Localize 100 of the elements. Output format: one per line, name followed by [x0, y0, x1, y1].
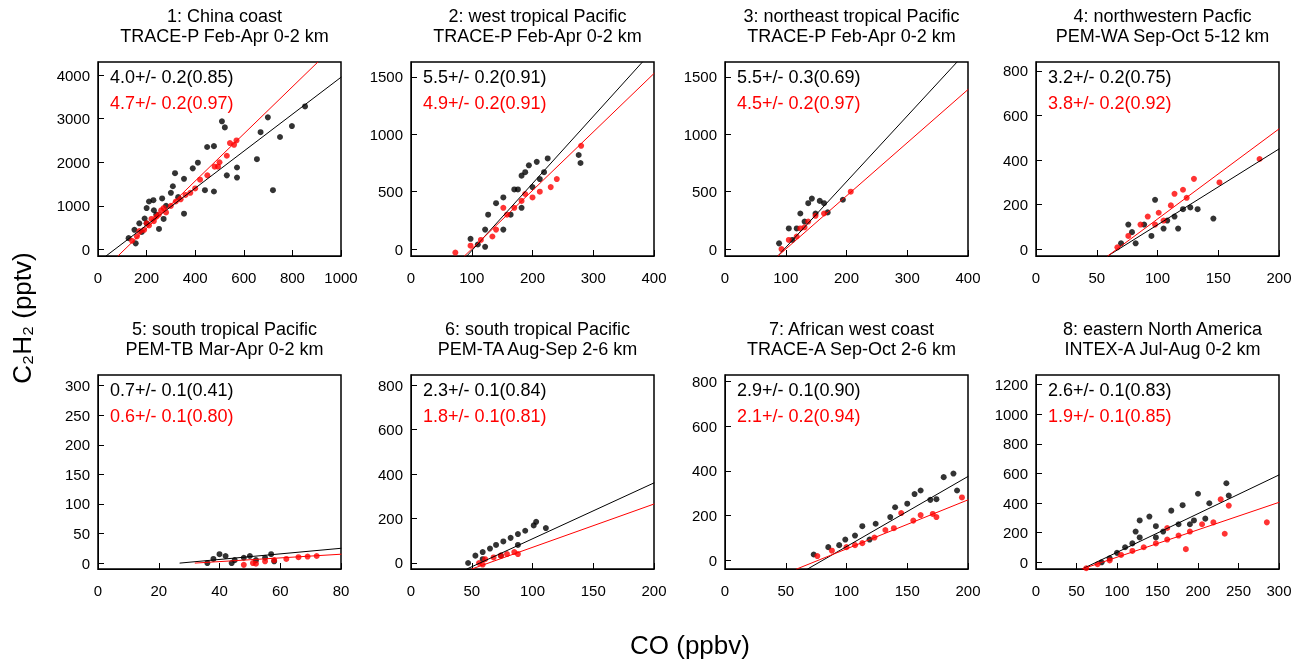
x-tick-label: 150	[894, 582, 920, 599]
chart-title: 4: northwestern Pacfic	[1073, 6, 1252, 26]
chart-subtitle: TRACE-P Feb-Apr 0-2 km	[433, 26, 642, 46]
y-tick-label: 800	[377, 376, 403, 394]
y-tick-label: 200	[64, 436, 90, 454]
y-tick-label: 600	[1002, 107, 1028, 125]
y-tick-label: 1000	[369, 125, 403, 143]
x-tick-label: 250	[1225, 582, 1252, 599]
chart-subtitle: TRACE-P Feb-Apr 0-2 km	[120, 26, 329, 46]
y-tick-label: 3000	[56, 110, 90, 128]
y-tick-label: 250	[64, 406, 90, 424]
y-tick-label: 200	[691, 506, 717, 524]
y-tick-label: 1500	[369, 68, 403, 86]
y-tick-label: 2000	[56, 153, 90, 171]
x-tick-label: 200	[641, 582, 667, 599]
y-tick-label: 0	[394, 240, 403, 258]
chart-subtitle: PEM-TB Mar-Apr 0-2 km	[125, 339, 324, 359]
x-tick-label: 50	[777, 582, 795, 599]
y-tick-label: 600	[1002, 464, 1028, 482]
x-tick-label: 0	[93, 269, 103, 286]
y-tick-label: 0	[1019, 553, 1028, 571]
x-tick-label: 0	[406, 269, 416, 286]
annotation: 3.8+/- 0.2(0.92)	[1048, 93, 1172, 113]
y-tick-label: 1000	[994, 405, 1028, 423]
x-tick-label: 1000	[324, 269, 358, 286]
y-tick-label: 100	[64, 495, 90, 513]
y-tick-label: 400	[1002, 151, 1028, 169]
chart-subtitle: INTEX-A Jul-Aug 0-2 km	[1064, 339, 1261, 359]
x-tick-label: 0	[93, 582, 103, 599]
x-tick-label: 40	[211, 582, 228, 599]
chart-subtitle: PEM-WA Sep-Oct 5-12 km	[1055, 26, 1270, 46]
x-tick-label: 300	[894, 269, 920, 286]
annotation: 1.8+/- 0.1(0.81)	[423, 406, 547, 426]
x-tick-label: 800	[279, 269, 305, 286]
y-tick-label: 200	[1002, 196, 1028, 214]
x-tick-label: 0	[406, 582, 416, 599]
y-tick-label: 500	[691, 183, 717, 201]
x-tick-label: 0	[1031, 582, 1041, 599]
annotation: 2.9+/- 0.1(0.90)	[737, 380, 861, 400]
y-tick-label: 600	[691, 417, 717, 435]
x-tick-label: 0	[1031, 269, 1041, 286]
x-tick-label: 300	[580, 269, 606, 286]
y-tick-label: 1000	[56, 197, 90, 215]
y-tick-label: 200	[1002, 524, 1028, 542]
x-tick-label: 300	[1266, 582, 1292, 599]
chart-title: 2: west tropical Pacific	[448, 6, 627, 26]
chart-subtitle: TRACE-A Sep-Oct 2-6 km	[746, 339, 957, 359]
y-tick-label: 1500	[683, 68, 717, 86]
y-tick-label: 400	[377, 465, 403, 483]
x-tick-label: 80	[332, 582, 350, 599]
y-tick-label: 0	[81, 240, 90, 258]
chart-title: 1: China coast	[166, 6, 283, 26]
y-tick-label: 0	[81, 554, 90, 572]
y-tick-label: 50	[73, 525, 90, 543]
annotation: 2.1+/- 0.2(0.94)	[737, 406, 861, 426]
x-tick-label: 50	[463, 582, 481, 599]
y-tick-label: 300	[64, 377, 90, 395]
annotation: 4.0+/- 0.2(0.85)	[110, 67, 234, 87]
x-tick-label: 400	[955, 269, 981, 286]
x-tick-label: 0	[720, 582, 730, 599]
y-tick-label: 400	[1002, 494, 1028, 512]
x-tick-label: 150	[1205, 269, 1231, 286]
x-tick-label: 200	[955, 582, 981, 599]
x-tick-label: 50	[1088, 269, 1106, 286]
x-tick-label: 100	[1144, 269, 1171, 286]
x-tick-label: 100	[833, 582, 860, 599]
y-tick-label: 1000	[683, 125, 717, 143]
x-tick-label: 600	[231, 269, 257, 286]
x-tick-label: 20	[150, 582, 168, 599]
annotation: 5.5+/- 0.2(0.91)	[423, 67, 547, 87]
y-tick-label: 800	[1002, 62, 1028, 80]
y-tick-label: 1200	[994, 376, 1028, 394]
x-tick-label: 200	[1185, 582, 1211, 599]
x-tick-label: 400	[182, 269, 208, 286]
annotation: 1.9+/- 0.1(0.85)	[1048, 406, 1172, 426]
annotation: 4.5+/- 0.2(0.97)	[737, 93, 861, 113]
x-tick-label: 200	[134, 269, 160, 286]
chart-title: 7: African west coast	[768, 319, 935, 339]
x-tick-label: 50	[1068, 582, 1085, 599]
y-tick-label: 600	[377, 421, 403, 439]
annotation: 5.5+/- 0.3(0.69)	[737, 67, 861, 87]
y-tick-label: 800	[1002, 435, 1028, 453]
y-tick-label: 150	[64, 465, 90, 483]
chart-title: 3: northeast tropical Pacific	[743, 6, 960, 26]
x-tick-label: 60	[271, 582, 289, 599]
y-tick-label: 0	[708, 551, 717, 569]
x-tick-label: 400	[641, 269, 667, 286]
y-tick-label: 0	[708, 240, 717, 258]
y-tick-label: 200	[377, 510, 403, 527]
x-tick-label: 0	[720, 269, 730, 286]
x-tick-label: 150	[1144, 582, 1171, 599]
y-axis-title: C₂H₂ (pptv)	[6, 252, 38, 384]
x-tick-label: 150	[580, 582, 606, 599]
chart-subtitle: TRACE-P Feb-Apr 0-2 km	[747, 26, 956, 46]
annotation: 4.7+/- 0.2(0.97)	[110, 93, 234, 113]
y-tick-label: 400	[691, 462, 717, 480]
x-tick-label: 100	[1104, 582, 1130, 599]
x-tick-label: 100	[519, 582, 546, 599]
annotation: 2.6+/- 0.1(0.83)	[1048, 380, 1172, 400]
y-tick-label: 0	[394, 554, 403, 572]
